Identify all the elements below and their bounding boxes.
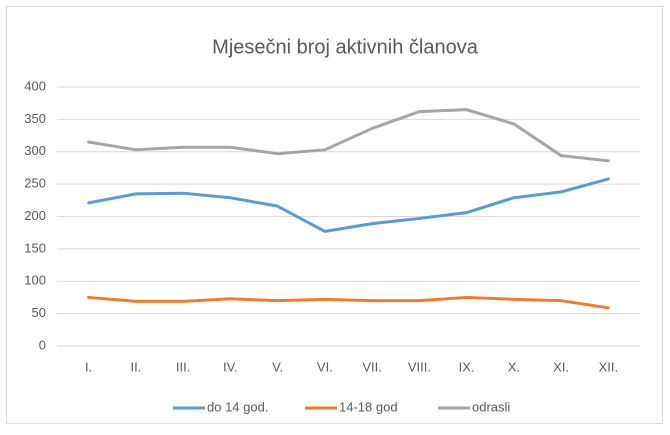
y-tick-label: 250 xyxy=(24,176,46,191)
x-tick-label: X. xyxy=(508,359,520,374)
x-tick-label: II. xyxy=(130,359,141,374)
series-line xyxy=(87,108,610,163)
chart-border xyxy=(6,6,663,424)
x-tick-label: VIII. xyxy=(408,359,431,374)
series-line xyxy=(87,295,610,310)
x-tick-label: XI. xyxy=(553,359,569,374)
y-tick-label: 50 xyxy=(32,305,46,320)
y-tick-label: 400 xyxy=(24,78,46,93)
x-tick-label: I. xyxy=(85,359,92,374)
x-tick-label: V. xyxy=(272,359,283,374)
y-tick-label: 100 xyxy=(24,273,46,288)
x-tick-label: IV. xyxy=(223,359,238,374)
y-tick-label: 350 xyxy=(24,111,46,126)
x-tick-label: III. xyxy=(176,359,190,374)
y-tick-label: 200 xyxy=(24,208,46,223)
x-tick-label: VI. xyxy=(317,359,333,374)
x-tick-label: VII. xyxy=(362,359,382,374)
y-tick-label: 0 xyxy=(39,337,46,352)
legend-label: do 14 god. xyxy=(207,399,268,414)
x-tick-label: IX. xyxy=(459,359,475,374)
legend-label: odrasli xyxy=(472,399,510,414)
y-tick-label: 150 xyxy=(24,240,46,255)
legend-label: 14-18 god xyxy=(339,399,398,414)
y-tick-label: 300 xyxy=(24,143,46,158)
series-line xyxy=(87,177,610,233)
x-tick-label: XII. xyxy=(599,359,619,374)
chart-title: Mjesečni broj aktivnih članova xyxy=(212,36,479,58)
